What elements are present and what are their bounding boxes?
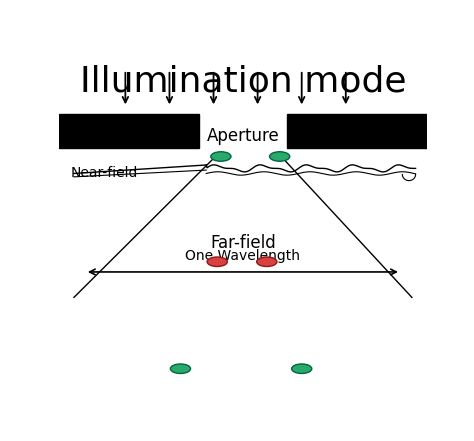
Bar — [287, 114, 427, 148]
Text: Aperture: Aperture — [207, 127, 279, 145]
Ellipse shape — [211, 152, 231, 161]
Text: Illumination mode: Illumination mode — [80, 65, 406, 99]
Ellipse shape — [170, 364, 191, 374]
Ellipse shape — [270, 152, 290, 161]
Text: Far-field: Far-field — [210, 234, 276, 252]
Text: One Wavelength: One Wavelength — [185, 250, 301, 263]
Bar — [59, 114, 199, 148]
Ellipse shape — [257, 257, 277, 266]
Ellipse shape — [207, 257, 228, 266]
Text: Near-field: Near-field — [70, 166, 137, 180]
Ellipse shape — [292, 364, 312, 374]
